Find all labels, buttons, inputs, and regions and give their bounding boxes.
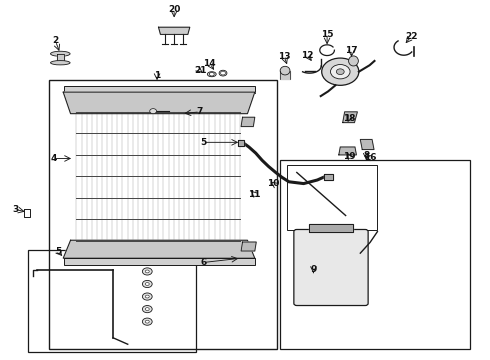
Text: 5: 5 [200, 138, 207, 147]
Circle shape [146, 308, 149, 311]
Text: 14: 14 [203, 59, 216, 68]
Polygon shape [238, 140, 244, 146]
Text: 21: 21 [194, 66, 206, 75]
Text: 2: 2 [52, 36, 58, 45]
Text: 17: 17 [345, 46, 358, 55]
Text: 12: 12 [301, 51, 314, 60]
Text: 13: 13 [278, 52, 291, 61]
Circle shape [143, 306, 152, 313]
Text: 18: 18 [343, 114, 356, 123]
Text: 11: 11 [248, 190, 261, 199]
Ellipse shape [207, 72, 216, 77]
Circle shape [209, 72, 214, 76]
Text: 1: 1 [154, 71, 160, 80]
Polygon shape [280, 71, 290, 79]
Polygon shape [63, 240, 255, 258]
Polygon shape [241, 242, 256, 251]
Circle shape [146, 295, 149, 298]
Text: 20: 20 [168, 5, 180, 14]
Ellipse shape [348, 56, 358, 66]
Polygon shape [159, 27, 190, 35]
Bar [64, 86, 255, 93]
Circle shape [336, 69, 344, 75]
Bar [27, 250, 196, 352]
Circle shape [143, 293, 152, 300]
Circle shape [143, 318, 152, 325]
Circle shape [146, 270, 149, 273]
FancyBboxPatch shape [294, 229, 368, 306]
Polygon shape [241, 117, 255, 127]
Bar [49, 80, 277, 349]
Circle shape [143, 268, 152, 275]
Polygon shape [343, 112, 357, 123]
Polygon shape [339, 147, 356, 155]
Text: 8: 8 [363, 151, 369, 160]
Circle shape [331, 64, 350, 79]
Bar [287, 165, 377, 230]
Circle shape [146, 283, 149, 285]
Circle shape [146, 320, 149, 323]
Circle shape [143, 280, 152, 288]
Polygon shape [63, 92, 255, 114]
Circle shape [322, 58, 359, 85]
Text: 4: 4 [50, 154, 57, 163]
Circle shape [220, 71, 225, 75]
Ellipse shape [280, 66, 290, 75]
Polygon shape [57, 54, 64, 63]
Text: 19: 19 [343, 152, 356, 161]
Text: 5: 5 [55, 247, 61, 256]
Text: 7: 7 [197, 107, 203, 116]
Ellipse shape [50, 51, 70, 56]
Text: 3: 3 [12, 205, 19, 214]
Text: 10: 10 [267, 179, 279, 188]
Circle shape [150, 109, 157, 114]
Text: 9: 9 [310, 265, 317, 274]
Text: 16: 16 [364, 153, 376, 162]
Polygon shape [360, 139, 374, 149]
Bar [64, 258, 255, 265]
Text: 15: 15 [321, 30, 333, 39]
Ellipse shape [219, 70, 227, 76]
Ellipse shape [50, 60, 70, 65]
Polygon shape [309, 224, 353, 231]
Text: 22: 22 [405, 32, 417, 41]
Polygon shape [324, 174, 333, 180]
Text: 6: 6 [200, 258, 207, 267]
Bar [280, 160, 470, 349]
